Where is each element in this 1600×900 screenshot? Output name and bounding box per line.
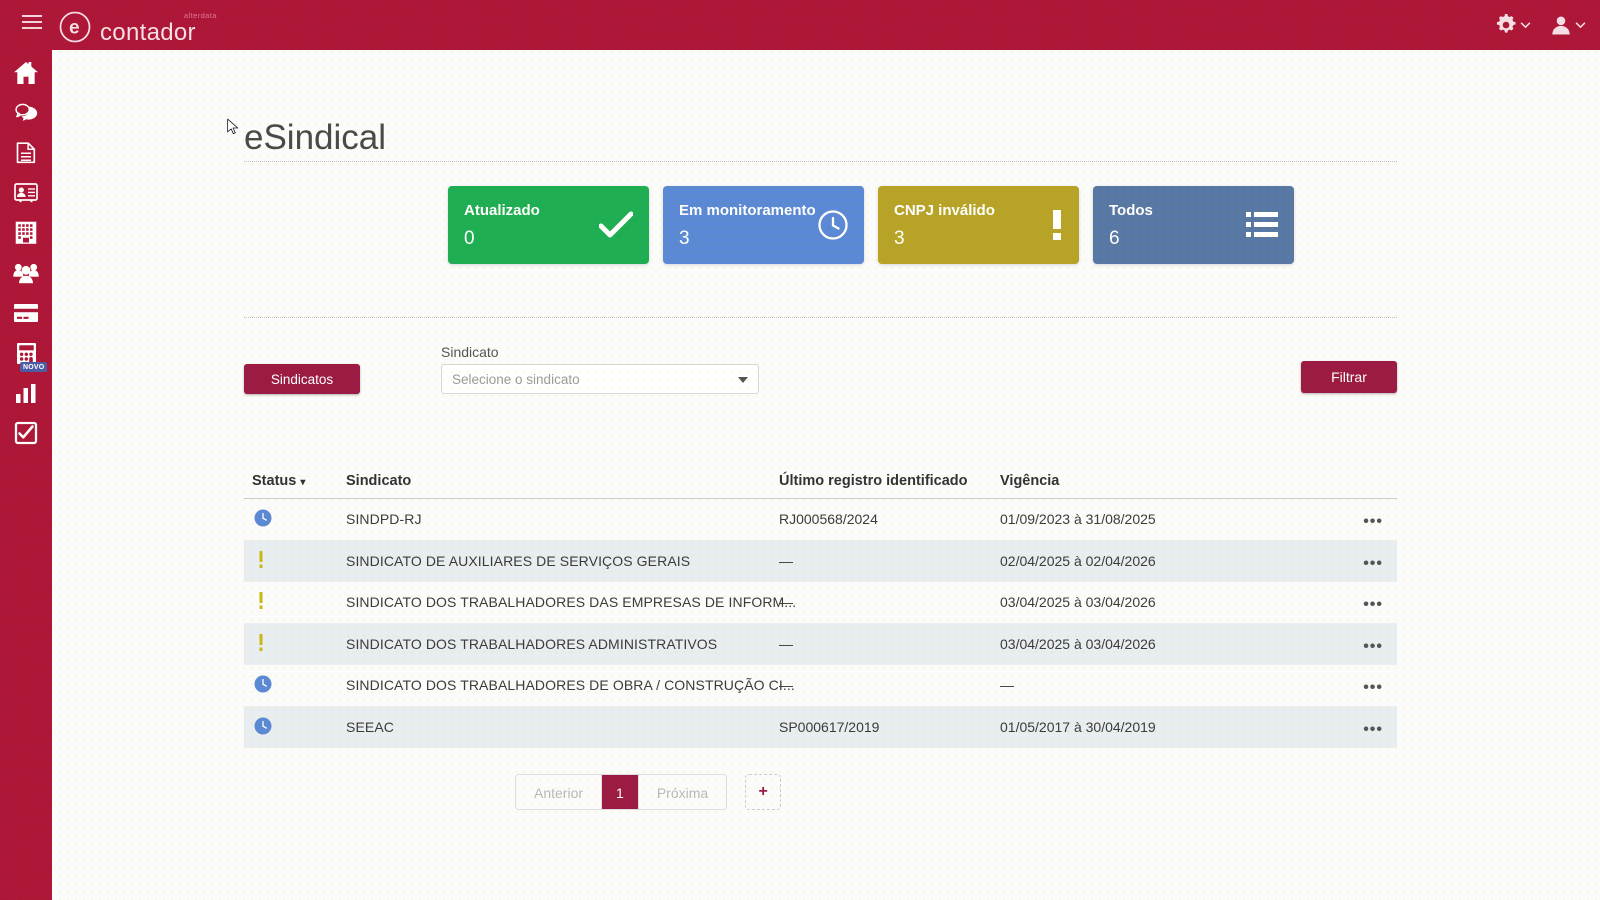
svg-text:e: e [69,18,80,39]
